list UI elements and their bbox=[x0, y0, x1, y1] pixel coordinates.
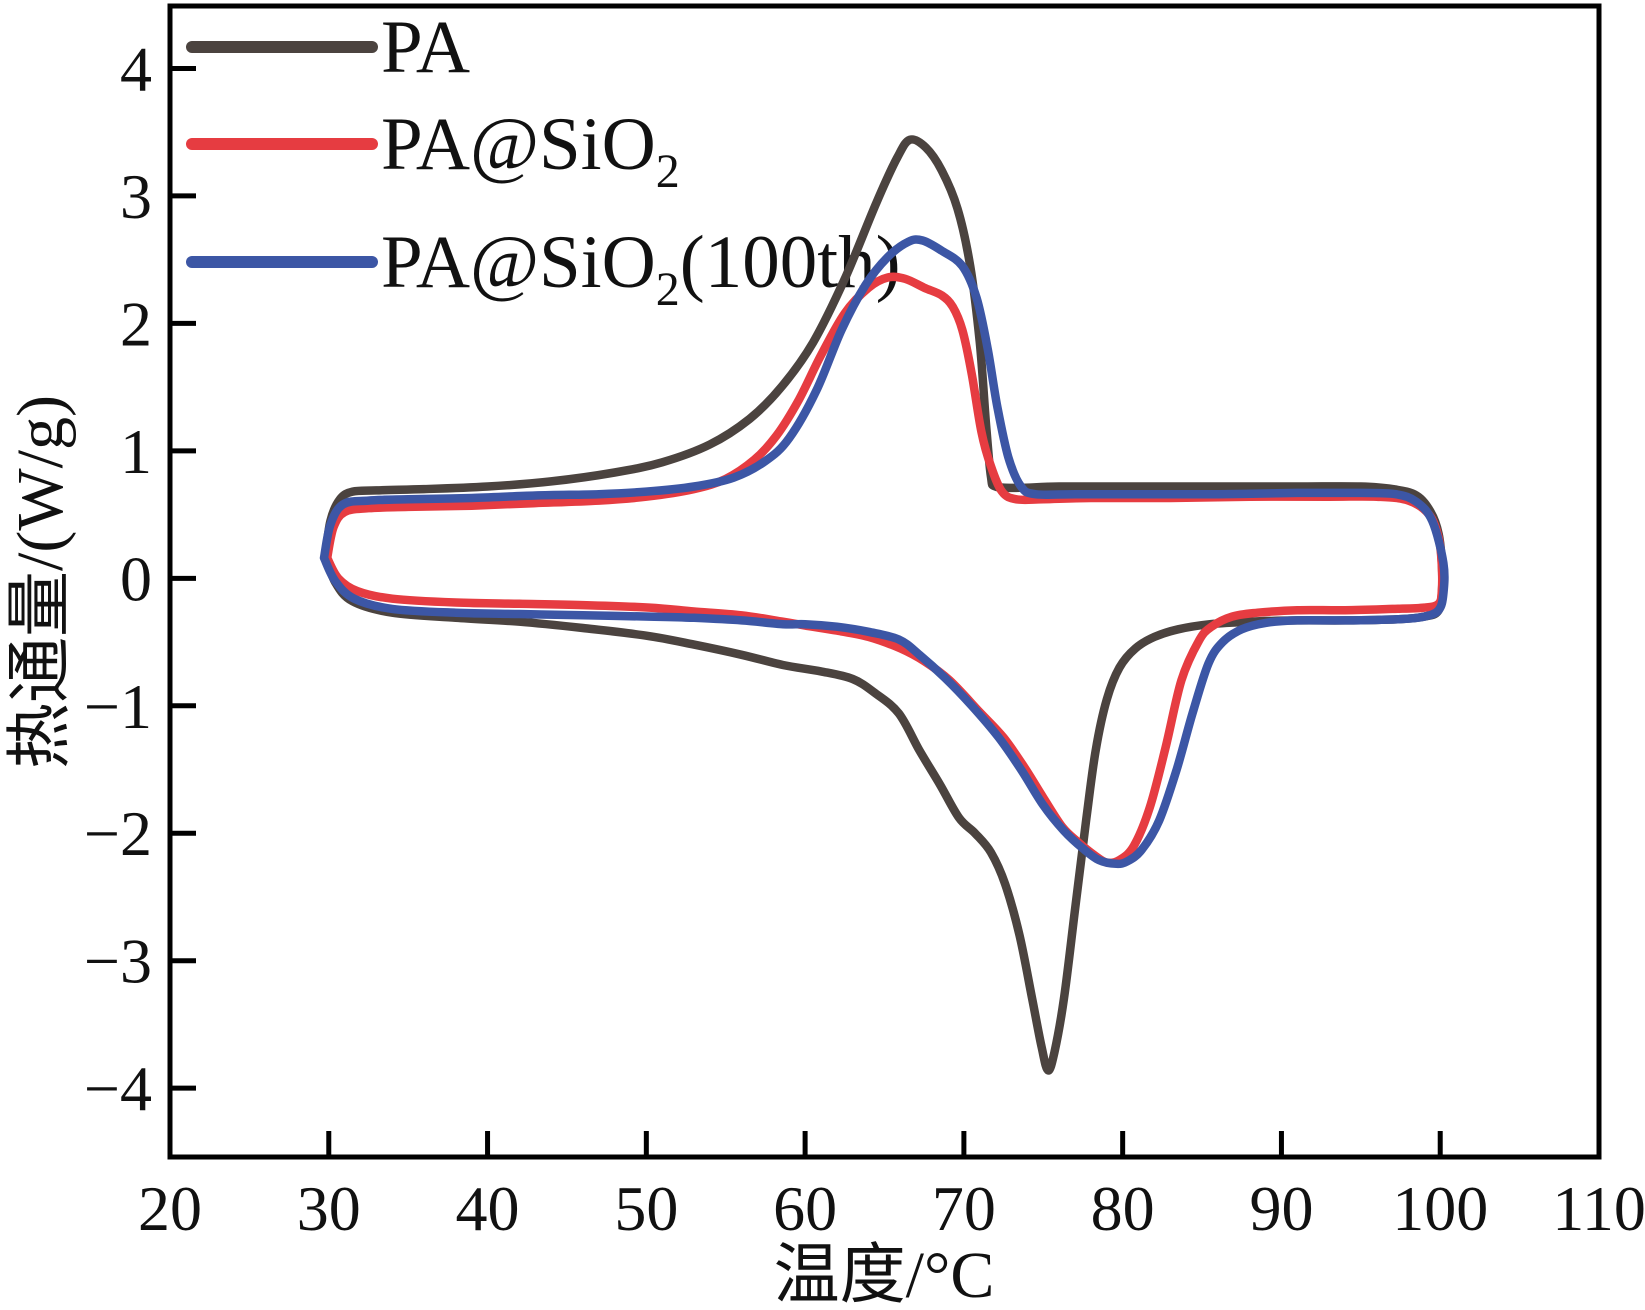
y-tick-label: 3 bbox=[120, 161, 152, 232]
y-tick-label: −3 bbox=[84, 926, 152, 997]
x-tick-label: 70 bbox=[932, 1173, 996, 1244]
y-tick-label: −4 bbox=[84, 1053, 152, 1124]
legend-label-pa: PA bbox=[381, 6, 470, 89]
y-axis-label: 热通量/(W/g) bbox=[4, 395, 77, 769]
x-tick-label: 50 bbox=[614, 1173, 678, 1244]
x-tick-label: 30 bbox=[297, 1173, 361, 1244]
x-tick-label: 90 bbox=[1249, 1173, 1313, 1244]
legend-label-pa-sio2: PA@SiO2 bbox=[381, 103, 680, 198]
x-tick-label: 100 bbox=[1392, 1173, 1488, 1244]
x-tick-label: 110 bbox=[1552, 1173, 1645, 1244]
x-tick-label: 60 bbox=[773, 1173, 837, 1244]
x-tick-label: 40 bbox=[456, 1173, 520, 1244]
y-tick-label: 1 bbox=[120, 416, 152, 487]
y-tick-label: 2 bbox=[120, 288, 152, 359]
curve-pa-sio2-100th- bbox=[319, 235, 1449, 869]
legend-item-pa: PA bbox=[186, 6, 470, 89]
legend-item-pa-sio2: PA@SiO2 bbox=[186, 103, 680, 198]
y-tick-label: 4 bbox=[120, 33, 152, 104]
legend: PA PA@SiO2 PA@SiO2(100th) bbox=[186, 6, 901, 316]
legend-label-pa-sio2-100th: PA@SiO2(100th) bbox=[381, 221, 901, 316]
x-tick-label: 80 bbox=[1091, 1173, 1155, 1244]
curve-pa-sio2 bbox=[322, 272, 1447, 868]
legend-item-pa-sio2-100th: PA@SiO2(100th) bbox=[186, 221, 901, 316]
y-tick-label: −2 bbox=[84, 798, 152, 869]
y-tick-label: 0 bbox=[120, 543, 152, 614]
axis-ticks: 20 30 40 50 60 70 80 90 100 110 4 3 2 1 0 −1 −2 −3 −4 bbox=[84, 33, 1645, 1244]
x-tick-label: 20 bbox=[138, 1173, 202, 1244]
plot-frame bbox=[167, 3, 1602, 1160]
y-tick-label: −1 bbox=[84, 671, 152, 742]
series-curves bbox=[319, 135, 1449, 1075]
x-axis-label: 温度/°C bbox=[774, 1239, 995, 1310]
